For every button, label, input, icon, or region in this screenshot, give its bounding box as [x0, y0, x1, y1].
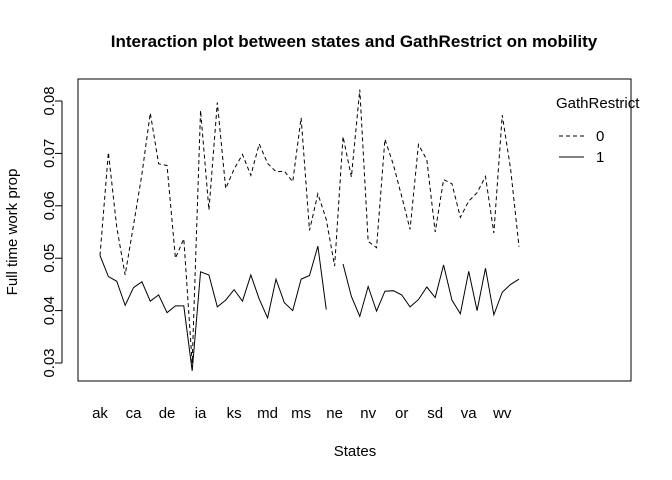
x-tick-label-6: ms [291, 405, 311, 422]
x-axis-ticks: ak ca de ia ks md ms ne nv or sd va wv [92, 405, 512, 422]
x-tick-label-0: ak [92, 405, 108, 422]
legend-label-1: 1 [596, 149, 604, 166]
x-tick-label-5: md [257, 405, 278, 422]
x-tick-label-3: ia [195, 405, 207, 422]
y-axis-label: Full time work prop [4, 169, 21, 296]
y-tick-label-3: 0.06 [41, 191, 58, 220]
y-tick-label-4: 0.07 [41, 139, 58, 168]
y-tick-label-2: 0.05 [41, 244, 58, 273]
legend-title: GathRestrict [556, 95, 640, 112]
legend-label-0: 0 [596, 128, 604, 145]
x-tick-label-4: ks [227, 405, 242, 422]
x-axis-label: States [334, 443, 377, 460]
y-tick-label-5: 0.08 [41, 86, 58, 115]
x-tick-label-11: va [461, 405, 478, 422]
series-0-line-0 [99, 89, 520, 364]
x-tick-label-12: wv [492, 405, 512, 422]
x-tick-label-9: or [395, 405, 408, 422]
series-1-line-1 [342, 263, 520, 318]
x-tick-label-1: ca [126, 405, 143, 422]
x-tick-label-7: ne [326, 405, 343, 422]
legend: GathRestrict 0 1 [556, 95, 640, 166]
y-axis-ticks: 0.03 0.04 0.05 0.06 0.07 0.08 [41, 86, 62, 378]
series-1-line-0 [99, 246, 327, 371]
x-tick-label-8: nv [360, 405, 376, 422]
plot-frame [77, 78, 632, 382]
x-tick-label-10: sd [427, 405, 443, 422]
chart-title: Interaction plot between states and Gath… [111, 32, 598, 51]
y-tick-label-0: 0.03 [41, 348, 58, 377]
series-layer [99, 89, 520, 371]
y-tick-label-1: 0.04 [41, 296, 58, 325]
x-tick-label-2: de [159, 405, 176, 422]
